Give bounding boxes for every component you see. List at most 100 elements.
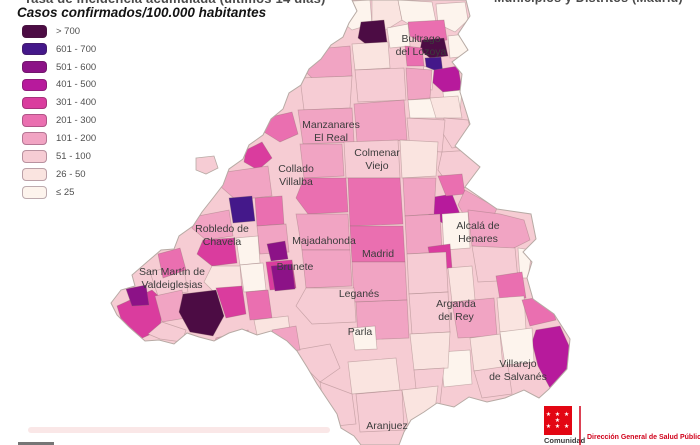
map-region bbox=[196, 237, 238, 267]
madrid-flag-icon: ★ ★ ★ ★ ★ ★ ★ bbox=[544, 406, 572, 435]
legend-label: 201 - 300 bbox=[56, 115, 97, 127]
region-outline bbox=[110, 0, 571, 445]
legend-label: 601 - 700 bbox=[56, 43, 97, 55]
map-region bbox=[301, 249, 353, 289]
map-label: Robledo de Chavela bbox=[195, 223, 249, 248]
map-region bbox=[295, 287, 357, 325]
map-region bbox=[347, 177, 404, 227]
map-region bbox=[295, 177, 349, 215]
map-region bbox=[355, 389, 405, 433]
map-region bbox=[402, 177, 437, 217]
legend-swatch bbox=[22, 42, 47, 56]
map-region bbox=[447, 265, 476, 303]
legend-label: ≤ 25 bbox=[56, 186, 75, 198]
flag-stars-row-1: ★ ★ ★ ★ bbox=[545, 411, 571, 424]
map-label: Alcalá de Henares bbox=[456, 220, 499, 245]
map-label: Majadahonda bbox=[292, 235, 356, 247]
map-region bbox=[178, 289, 225, 337]
map-region bbox=[297, 45, 353, 79]
legend-label: 401 - 500 bbox=[56, 79, 97, 91]
map-region bbox=[386, 23, 411, 49]
map-label: Brunete bbox=[277, 261, 314, 273]
legend-swatch bbox=[22, 96, 47, 110]
map-label: San Martín de Valdeiglesias bbox=[139, 266, 205, 291]
logo-caption: Dirección General de Salud Pública bbox=[587, 434, 700, 441]
map-region bbox=[347, 357, 401, 395]
legend: > 700 601 - 700 501 - 600 401 - 500 301 - 40… bbox=[22, 25, 96, 204]
legend-swatch bbox=[22, 25, 47, 38]
legend-label: 26 - 50 bbox=[56, 168, 86, 180]
map-region bbox=[441, 211, 471, 251]
map-region bbox=[351, 325, 378, 351]
map-region bbox=[299, 75, 353, 111]
map-label: Leganés bbox=[339, 288, 379, 300]
legend-row: ≤ 25 bbox=[22, 186, 96, 199]
map-region bbox=[354, 67, 407, 103]
legend-label: 101 - 200 bbox=[56, 133, 97, 145]
legend-row: 51 - 100 bbox=[22, 150, 96, 163]
map-region bbox=[215, 285, 247, 319]
map-region bbox=[351, 41, 391, 71]
map-label: Collado Villalba bbox=[278, 163, 314, 188]
legend-row: 501 - 600 bbox=[22, 60, 97, 74]
legend-label: 51 - 100 bbox=[56, 150, 91, 162]
legend-swatch bbox=[22, 168, 47, 181]
clipped-title-left: Tasa de incidencia acumulada (últimos 14… bbox=[24, 0, 326, 6]
legend-label: 301 - 400 bbox=[56, 97, 97, 109]
map-region bbox=[469, 333, 504, 372]
map-region bbox=[243, 141, 273, 171]
map-region bbox=[401, 385, 439, 425]
map-region bbox=[353, 99, 408, 143]
legend-label: 501 - 600 bbox=[56, 61, 97, 73]
map-label: Arganda del Rey bbox=[436, 298, 476, 323]
map-region bbox=[409, 331, 451, 371]
legend-swatch bbox=[22, 132, 47, 145]
map-region bbox=[343, 139, 401, 179]
legend-row: 101 - 200 bbox=[22, 132, 96, 145]
map-region bbox=[271, 325, 301, 353]
map-region bbox=[254, 195, 285, 227]
map-subtitle: Casos confirmados/100.000 habitantes bbox=[17, 5, 267, 20]
map-label: Colmenar Viejo bbox=[354, 147, 400, 172]
scale-bar-clipped bbox=[18, 442, 54, 445]
map-region bbox=[147, 321, 187, 343]
map-label: Madrid bbox=[362, 248, 394, 260]
map-region bbox=[399, 139, 439, 179]
map-region bbox=[266, 240, 289, 262]
legend-row: 601 - 700 bbox=[22, 42, 97, 56]
map-region bbox=[405, 67, 433, 101]
map-region bbox=[299, 143, 345, 179]
legend-swatch bbox=[22, 78, 47, 92]
map-region bbox=[157, 247, 187, 279]
map-region bbox=[270, 263, 296, 292]
legend-label: > 700 bbox=[56, 25, 81, 37]
legend-row: 26 - 50 bbox=[22, 168, 96, 181]
legend-swatch bbox=[22, 150, 47, 163]
clipped-artifact-band bbox=[28, 427, 330, 433]
map-region bbox=[496, 295, 527, 333]
map-region bbox=[429, 95, 463, 119]
map-region bbox=[245, 289, 273, 321]
flag-stars-row-2: ★ ★ ★ bbox=[545, 423, 571, 430]
logo-org-label: Comunidad bbox=[544, 436, 586, 445]
legend-row: 301 - 400 bbox=[22, 96, 97, 110]
map-region bbox=[499, 327, 535, 366]
legend-row: 401 - 500 bbox=[22, 78, 97, 92]
legend-swatch bbox=[22, 114, 47, 127]
map-region bbox=[473, 365, 513, 399]
legend-row: > 700 bbox=[22, 25, 96, 38]
clipped-title-right: Municipios y Distritos (Madrid) bbox=[494, 0, 683, 5]
map-label: Parla bbox=[348, 326, 373, 338]
logo-divider bbox=[579, 406, 581, 445]
map-label: Aranjuez bbox=[366, 420, 407, 432]
comunidad-madrid-logo: ★ ★ ★ ★ ★ ★ ★ Comunidad Dirección Genera… bbox=[544, 406, 700, 445]
map-label: Manzanares El Real bbox=[302, 119, 360, 144]
legend-swatch bbox=[22, 186, 47, 199]
legend-swatch bbox=[22, 60, 47, 74]
map-region bbox=[235, 235, 261, 266]
map-region bbox=[125, 284, 150, 307]
map-region bbox=[495, 271, 527, 301]
map-region-exclave bbox=[195, 155, 219, 175]
